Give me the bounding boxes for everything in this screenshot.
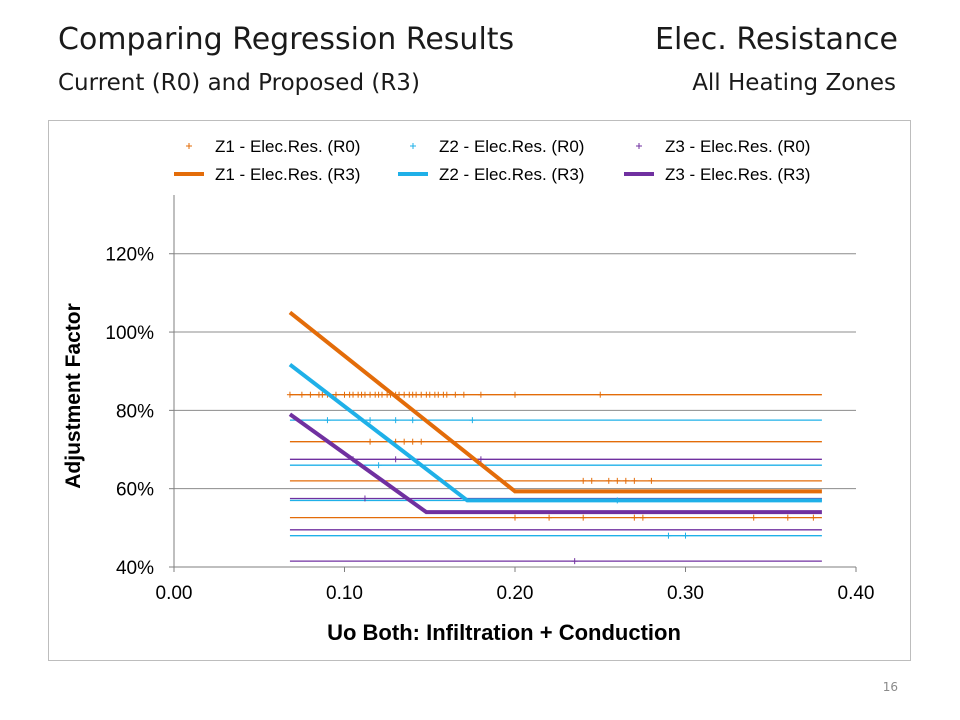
legend-label: Z2 - Elec.Res. (R3) — [439, 165, 584, 184]
legend-label: Z1 - Elec.Res. (R3) — [215, 165, 360, 184]
slide-title-row: Comparing Regression Results Elec. Resis… — [58, 22, 898, 57]
data-point — [361, 495, 368, 502]
data-point — [361, 391, 368, 398]
legend: Z1 - Elec.Res. (R0) Z2 - Elec.Res. (R0) Z3… — [174, 137, 810, 184]
data-point — [413, 391, 420, 398]
data-point — [631, 514, 638, 521]
data-point — [588, 477, 595, 484]
chart-frame — [48, 120, 911, 661]
legend-label: Z3 - Elec.Res. (R3) — [665, 165, 810, 184]
data-point — [418, 391, 425, 398]
y-tick-label: 100% — [105, 323, 154, 344]
data-point — [307, 391, 314, 398]
data-point — [367, 438, 374, 445]
data-point — [631, 477, 638, 484]
data-point — [324, 417, 331, 424]
data-point — [319, 391, 326, 398]
x-tick-label: 0.10 — [326, 583, 363, 604]
legend-item: Z2 - Elec.Res. (R0) — [410, 137, 584, 156]
slide-subtitle: Current (R0) and Proposed (R3) — [58, 70, 420, 96]
data-point — [512, 391, 518, 398]
data-point — [452, 391, 459, 398]
data-point — [367, 391, 374, 398]
y-tick-label: 40% — [116, 558, 154, 579]
data-point — [784, 514, 791, 521]
data-point — [401, 438, 408, 445]
data-point — [571, 558, 578, 565]
series-line — [288, 362, 822, 503]
data-point — [435, 391, 442, 398]
data-point — [443, 391, 450, 398]
legend-item: Z1 - Elec.Res. (R0) — [186, 137, 360, 156]
y-tick-label: 120% — [105, 245, 154, 266]
slide-subtitle-right: All Heating Zones — [692, 70, 896, 96]
data-point — [367, 417, 374, 424]
data-point — [810, 514, 817, 521]
data-point — [286, 391, 293, 398]
x-tick-label: 0.00 — [156, 583, 193, 604]
data-point — [401, 391, 408, 398]
data-point — [460, 391, 467, 398]
data-point — [639, 514, 646, 521]
data-point — [622, 477, 629, 484]
data-point — [580, 477, 587, 484]
data-point — [682, 532, 689, 539]
data-point — [580, 514, 587, 521]
y-tick-label: 60% — [116, 480, 154, 501]
data-point — [546, 514, 553, 521]
x-tick-label: 0.40 — [838, 583, 875, 604]
legend-item: Z3 - Elec.Res. (R3) — [624, 165, 810, 184]
series-line — [288, 412, 822, 515]
page-number: 16 — [882, 680, 898, 694]
data-point — [379, 391, 386, 398]
slide-subtitle-row: Current (R0) and Proposed (R3) All Heati… — [58, 70, 898, 96]
data-point — [332, 391, 339, 398]
data-point — [418, 438, 425, 445]
data-point — [409, 417, 416, 424]
data-point — [375, 462, 382, 469]
data-point — [605, 477, 612, 484]
axes: 40% 60% 80% 100% 120% 0.00 0.10 0.20 0.30 0.40 — [105, 195, 874, 604]
legend-label: Z3 - Elec.Res. (R0) — [665, 137, 810, 156]
legend-label: Z1 - Elec.Res. (R0) — [215, 137, 360, 156]
data-point — [392, 456, 399, 463]
data-point — [750, 514, 757, 521]
data-point — [341, 391, 348, 398]
data-point — [597, 391, 604, 398]
data-point — [350, 391, 357, 398]
legend-item: Z1 - Elec.Res. (R3) — [174, 165, 360, 184]
data-point — [409, 438, 416, 445]
data-point — [469, 417, 476, 424]
plot-area — [286, 310, 822, 565]
data-point — [392, 417, 399, 424]
x-tick-label: 0.30 — [667, 583, 704, 604]
series-line — [288, 310, 822, 494]
data-point — [477, 456, 484, 463]
data-point — [477, 391, 484, 398]
y-axis-title: Adjustment Factor — [62, 303, 85, 489]
slide-title: Comparing Regression Results — [58, 22, 515, 57]
y-tick-label: 80% — [116, 401, 154, 422]
legend-item: Z2 - Elec.Res. (R3) — [398, 165, 584, 184]
x-axis-title: Uo Both: Infiltration + Conduction — [327, 620, 681, 645]
data-point — [665, 532, 672, 539]
slide-title-right: Elec. Resistance — [655, 22, 898, 57]
legend-label: Z2 - Elec.Res. (R0) — [439, 137, 584, 156]
data-point — [512, 514, 518, 521]
x-tick-label: 0.20 — [497, 583, 534, 604]
data-point — [426, 391, 433, 398]
data-point — [648, 477, 655, 484]
data-point — [614, 477, 621, 484]
legend-item: Z3 - Elec.Res. (R0) — [636, 137, 810, 156]
data-point — [298, 391, 305, 398]
